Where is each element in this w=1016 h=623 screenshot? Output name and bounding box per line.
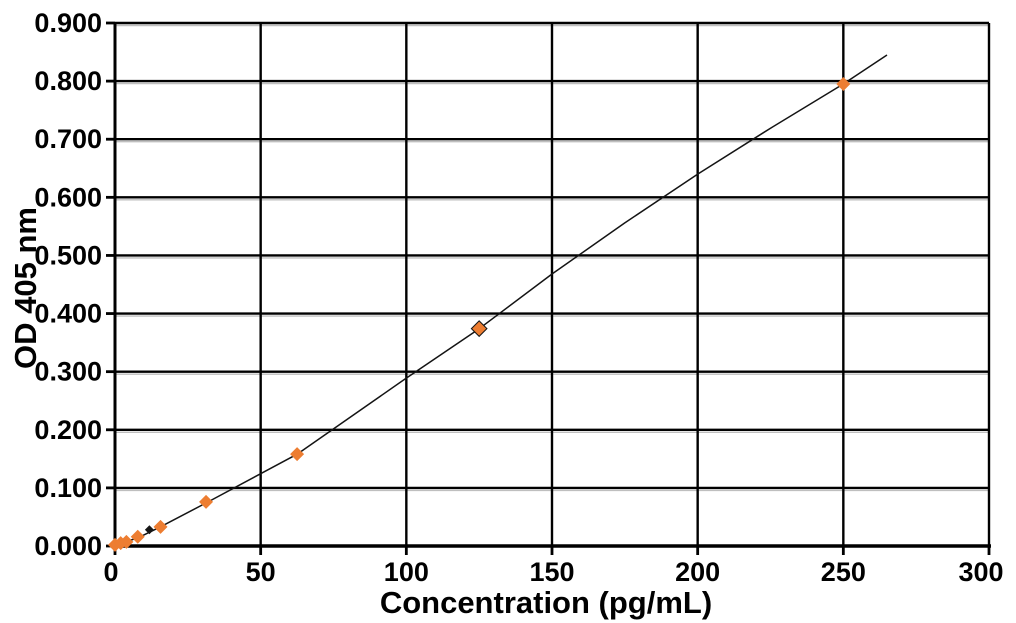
y-tick-label: 0.200 [34, 415, 102, 445]
fit-curve [114, 54, 888, 546]
x-tick-label: 250 [821, 557, 866, 587]
y-tick-label: 0.800 [34, 66, 102, 96]
x-axis-title: Concentration (pg/mL) [379, 585, 713, 620]
y-tick-label: 0.000 [34, 531, 102, 561]
y-axis-title: OD 405 nm [8, 207, 43, 369]
data-point-marker [119, 534, 134, 549]
data-point-marker [290, 447, 305, 462]
data-point-marker [130, 529, 145, 544]
x-tick-label: 200 [675, 557, 720, 587]
data-point-marker [199, 494, 214, 509]
data-point-marker [153, 519, 168, 534]
y-tick-label: 0.900 [34, 8, 102, 38]
x-tick-label: 150 [529, 557, 574, 587]
y-tick-label: 0.500 [34, 240, 102, 270]
series-standards [108, 77, 851, 552]
data-point-marker [144, 525, 154, 535]
x-tick-label: 300 [958, 557, 1003, 587]
y-tick-label: 0.300 [34, 357, 102, 387]
gridlines [115, 21, 991, 546]
x-tick-label: 0 [103, 557, 118, 587]
y-tick-label: 0.100 [34, 473, 102, 503]
y-tick-label: 0.700 [34, 124, 102, 154]
x-tick-label: 50 [246, 557, 276, 587]
y-tick-label: 0.400 [34, 299, 102, 329]
series-replicate-markers [144, 320, 488, 535]
data-point-marker [472, 321, 487, 336]
x-tick-label: 100 [384, 557, 429, 587]
x-tick-labels: 0 50 100 150 200 250 300 [103, 557, 1003, 587]
y-tick-label: 0.600 [34, 182, 102, 212]
tick-marks [106, 21, 991, 555]
data-point-marker [836, 77, 851, 92]
y-tick-labels: 0.000 0.100 0.200 0.300 0.400 0.500 0.600 0.700… [34, 8, 102, 561]
